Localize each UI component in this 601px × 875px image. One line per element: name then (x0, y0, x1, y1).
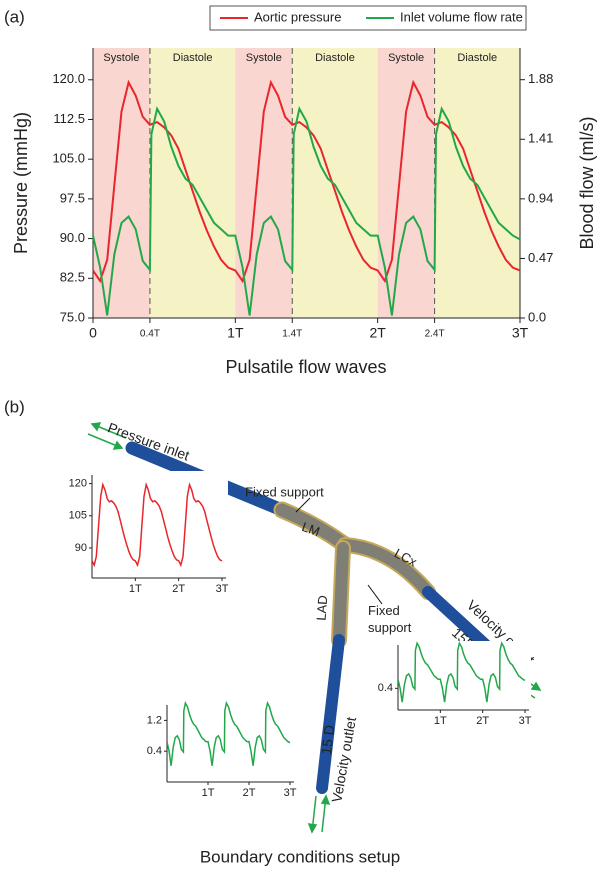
y-tick-label: 112.5 (53, 111, 85, 126)
vessel (333, 542, 349, 646)
y2-tick-label: 0.47 (528, 250, 553, 265)
phase-label: Systole (246, 52, 282, 64)
inset-x-tick-label: 2T (172, 583, 185, 595)
plot-background (93, 48, 520, 318)
vessel (316, 634, 345, 794)
inset-y-tick-label: 90 (75, 542, 87, 554)
inset-y-tick-label: 0.4 (378, 682, 393, 694)
phase-band (434, 48, 520, 318)
series-line (92, 79, 521, 284)
inset-y-tick-label: 1.2 (147, 714, 162, 726)
pointer (367, 584, 383, 605)
y-tick-label: 105.0 (52, 151, 85, 166)
x-tick-label: 0 (89, 325, 97, 341)
diagram-label: Fixed support (245, 484, 324, 499)
inset-x-tick-label: 1T (434, 715, 447, 727)
x-tick-label: 0.4T (140, 329, 160, 340)
arrow-head (90, 422, 102, 432)
phase-label: Systole (388, 52, 424, 64)
y-tick-label: 120.0 (52, 71, 85, 86)
diagram-label: LM (300, 519, 322, 539)
inset-x-tick-label: 3T (216, 583, 229, 595)
y2-tick-label: 1.41 (528, 131, 553, 146)
x-tick-label: 2T (369, 325, 386, 341)
legend-box (209, 5, 527, 31)
panel-label: (a) (4, 7, 25, 26)
inset-x-tick-label: 1T (202, 787, 215, 799)
inset-y-tick-label: 120 (69, 477, 87, 489)
panel-label: (b) (4, 397, 25, 416)
vessel-tree (125, 441, 508, 794)
inset-x-tick-label: 3T (284, 787, 297, 799)
vessel (339, 539, 434, 598)
y-axis-title: Pressure (mmHg) (11, 112, 31, 254)
inset-background (398, 641, 531, 710)
legend-label: Aortic pressure (254, 9, 341, 24)
y2-tick-label: 0.94 (528, 190, 553, 205)
y2-tick-label: 0.0 (528, 309, 546, 324)
phase-band (292, 48, 378, 318)
x-tick-label: 2.4T (425, 329, 445, 340)
inset-x-tick-label: 2T (476, 715, 489, 727)
y-tick-label: 90.0 (60, 230, 85, 245)
arrow-head (320, 794, 331, 805)
y2-tick-label: 1.88 (528, 71, 553, 86)
x-tick-label: 1T (227, 325, 244, 341)
arrow-head (530, 681, 542, 691)
inset-line (167, 701, 291, 766)
series-line (92, 106, 521, 316)
inset-line (398, 641, 526, 703)
inset-y-tick-label: 0.4 (147, 745, 162, 757)
phase-label: Diastole (457, 52, 497, 64)
x-tick-label: 3T (512, 325, 529, 341)
x-axis-title: Pulsatile flow waves (225, 357, 386, 377)
x-tick-label: 1.4T (282, 329, 302, 340)
phase-label: Diastole (173, 52, 213, 64)
y2-axis-title: Blood flow (ml/s) (577, 116, 597, 249)
inset-background (167, 701, 296, 782)
diagram-label: LAD (314, 595, 331, 621)
diagram-label: Fixed support (368, 603, 412, 635)
diagram-title: Boundary conditions setup (200, 847, 400, 866)
inset-background (92, 471, 228, 578)
phase-label: Diastole (315, 52, 355, 64)
y-tick-label: 75.0 (60, 309, 85, 324)
inset-x-tick-label: 3T (519, 715, 532, 727)
phase-label: Systole (103, 52, 139, 64)
inset-x-tick-label: 1T (129, 583, 142, 595)
y-tick-label: 97.5 (60, 190, 85, 205)
inset-y-tick-label: 105 (69, 510, 87, 522)
arrow-head (307, 823, 318, 834)
arrow-head (112, 440, 124, 450)
inset-line (92, 482, 223, 568)
diagram-label: 15 D (318, 724, 337, 755)
phase-band (149, 48, 236, 318)
pointer (295, 497, 311, 513)
y-tick-label: 82.5 (60, 270, 85, 285)
legend-label: Inlet volume flow rate (400, 9, 523, 24)
inset-x-tick-label: 2T (243, 787, 256, 799)
